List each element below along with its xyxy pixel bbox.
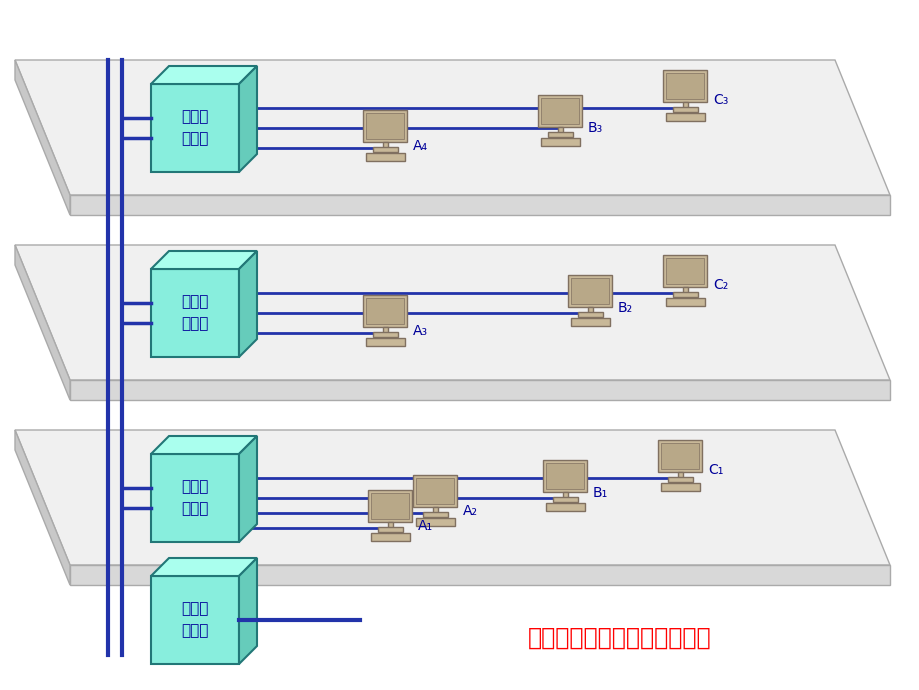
Bar — [363, 295, 406, 327]
Polygon shape — [151, 436, 256, 454]
Bar — [552, 497, 577, 502]
Bar — [366, 113, 403, 139]
Bar — [673, 107, 698, 112]
Bar — [558, 127, 562, 137]
Bar — [370, 533, 410, 541]
Text: A₁: A₁ — [417, 519, 433, 533]
Polygon shape — [239, 558, 256, 664]
Bar — [665, 258, 703, 284]
Polygon shape — [239, 251, 256, 357]
Bar — [577, 312, 602, 317]
Bar — [682, 102, 687, 112]
Bar — [433, 507, 437, 517]
Bar — [665, 73, 703, 99]
Text: 所有计算机在同一个局域网内: 所有计算机在同一个局域网内 — [528, 626, 711, 650]
Text: 以太网
交换机: 以太网 交换机 — [181, 110, 209, 146]
Bar — [571, 278, 608, 304]
Bar — [370, 493, 409, 519]
Polygon shape — [239, 436, 256, 542]
Text: B₃: B₃ — [587, 121, 603, 135]
Bar — [372, 332, 398, 337]
Bar — [540, 98, 578, 124]
Bar — [567, 275, 611, 307]
Polygon shape — [151, 251, 256, 269]
Polygon shape — [15, 430, 70, 585]
Bar — [538, 95, 582, 127]
Bar — [587, 307, 593, 317]
Text: 以太网
交换机: 以太网 交换机 — [181, 480, 209, 517]
Bar — [382, 142, 388, 152]
Bar — [682, 287, 687, 297]
Polygon shape — [151, 66, 256, 84]
Bar — [548, 132, 573, 137]
Polygon shape — [15, 245, 889, 380]
Bar — [151, 84, 239, 172]
Bar — [542, 460, 586, 492]
Text: 以太网
交换机: 以太网 交换机 — [181, 602, 209, 639]
Polygon shape — [70, 195, 889, 215]
Bar — [151, 269, 239, 357]
Bar — [673, 292, 698, 297]
Bar — [663, 255, 706, 287]
Polygon shape — [239, 66, 256, 172]
Bar — [382, 327, 388, 337]
Polygon shape — [15, 60, 889, 195]
Polygon shape — [70, 565, 889, 585]
Bar — [388, 522, 392, 532]
Polygon shape — [70, 380, 889, 400]
Bar — [667, 477, 692, 482]
Bar — [413, 475, 457, 507]
Text: A₃: A₃ — [413, 324, 427, 338]
Bar — [415, 478, 453, 504]
Bar — [378, 527, 403, 532]
Polygon shape — [15, 430, 889, 565]
Polygon shape — [15, 60, 70, 215]
Bar — [151, 454, 239, 542]
Polygon shape — [151, 558, 256, 576]
Bar — [665, 113, 704, 121]
Bar — [660, 443, 698, 469]
Bar — [363, 110, 406, 142]
Text: A₄: A₄ — [413, 139, 427, 153]
Bar — [663, 70, 706, 102]
Text: A₂: A₂ — [462, 504, 478, 518]
Bar — [423, 512, 448, 517]
Text: 以太网
交换机: 以太网 交换机 — [181, 295, 209, 332]
Bar — [368, 490, 412, 522]
Bar — [545, 503, 584, 511]
Bar — [540, 138, 579, 146]
Text: C₃: C₃ — [712, 93, 728, 107]
Bar — [366, 338, 404, 346]
Bar — [415, 518, 455, 526]
Bar — [545, 463, 584, 489]
Text: C₂: C₂ — [712, 278, 728, 292]
Text: B₂: B₂ — [618, 301, 632, 315]
Polygon shape — [15, 245, 70, 400]
Bar — [657, 440, 701, 472]
Text: B₁: B₁ — [593, 486, 607, 500]
Bar — [677, 472, 682, 482]
Bar — [372, 147, 398, 152]
Bar — [366, 153, 404, 161]
Text: C₁: C₁ — [708, 463, 722, 477]
Bar — [571, 318, 609, 326]
Bar — [665, 298, 704, 306]
Bar — [660, 483, 699, 491]
Bar — [366, 298, 403, 324]
Bar — [562, 492, 567, 502]
Bar — [151, 576, 239, 664]
